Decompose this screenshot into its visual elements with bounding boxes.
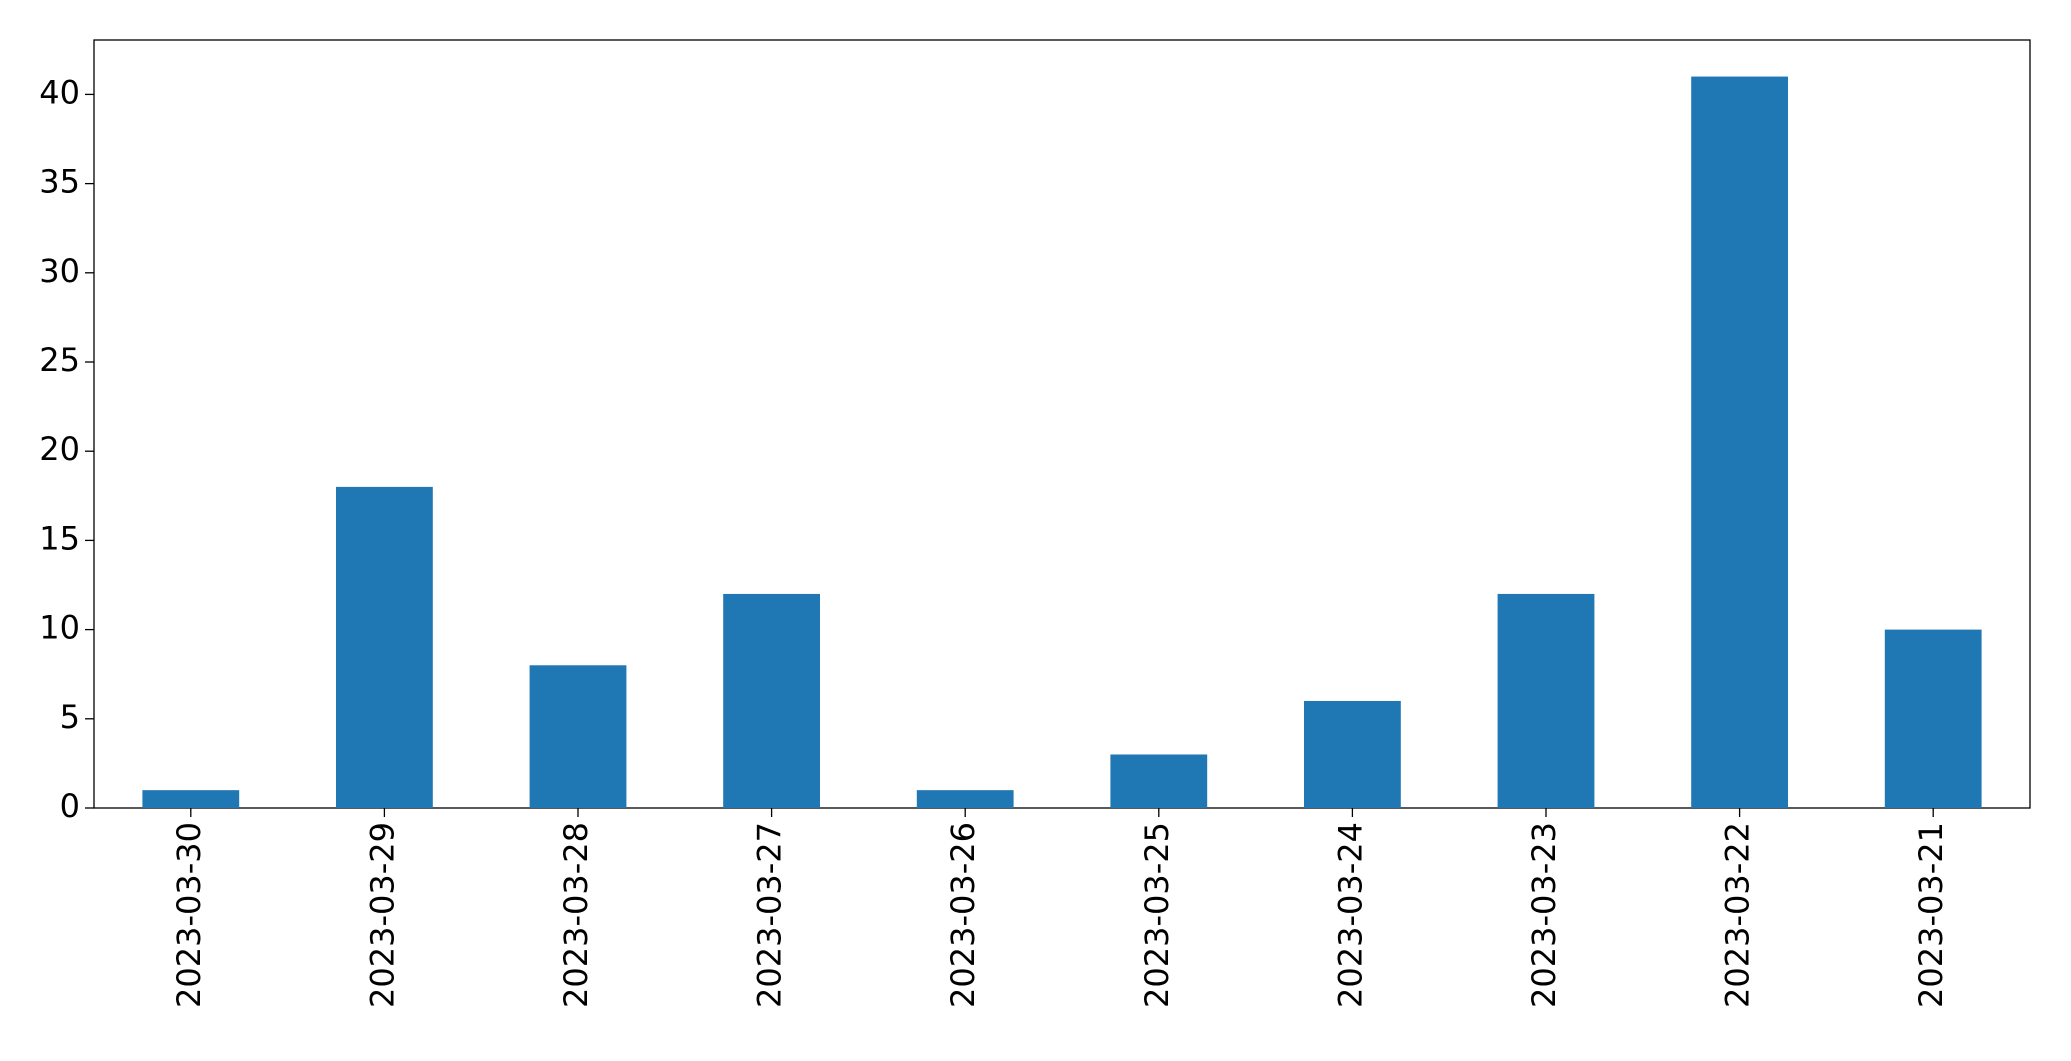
y-tick-label: 15 [39, 519, 80, 557]
bar [1884, 629, 1982, 808]
bar [916, 790, 1014, 808]
x-tick-label: 2023-03-23 [1525, 822, 1563, 1008]
bar [723, 593, 820, 808]
y-tick-label: 5 [60, 698, 80, 736]
bar [529, 665, 627, 808]
y-tick-label: 20 [39, 430, 80, 468]
bar [1110, 754, 1208, 808]
y-tick-label: 10 [39, 609, 80, 647]
plot-frame [93, 39, 2031, 809]
y-tick-label: 25 [39, 341, 80, 379]
x-tick-label: 2023-03-25 [1138, 822, 1176, 1008]
x-tick-label: 2023-03-24 [1331, 822, 1369, 1008]
y-tick-label: 40 [39, 73, 80, 111]
y-tick-label: 0 [60, 787, 80, 825]
y-tick-label: 35 [39, 163, 80, 201]
x-tick-label: 2023-03-21 [1912, 822, 1950, 1008]
bar [336, 486, 433, 808]
bar [142, 790, 240, 808]
bar [1691, 76, 1788, 809]
x-tick-label: 2023-03-29 [363, 822, 401, 1008]
x-tick-label: 2023-03-26 [944, 822, 982, 1008]
x-tick-label: 2023-03-22 [1719, 822, 1757, 1008]
x-tick-label: 2023-03-30 [170, 822, 208, 1008]
bar [1497, 593, 1595, 808]
bar [1304, 700, 1401, 808]
x-tick-label: 2023-03-28 [557, 822, 595, 1008]
y-tick-label: 30 [39, 252, 80, 290]
x-tick-label: 2023-03-27 [751, 822, 789, 1008]
